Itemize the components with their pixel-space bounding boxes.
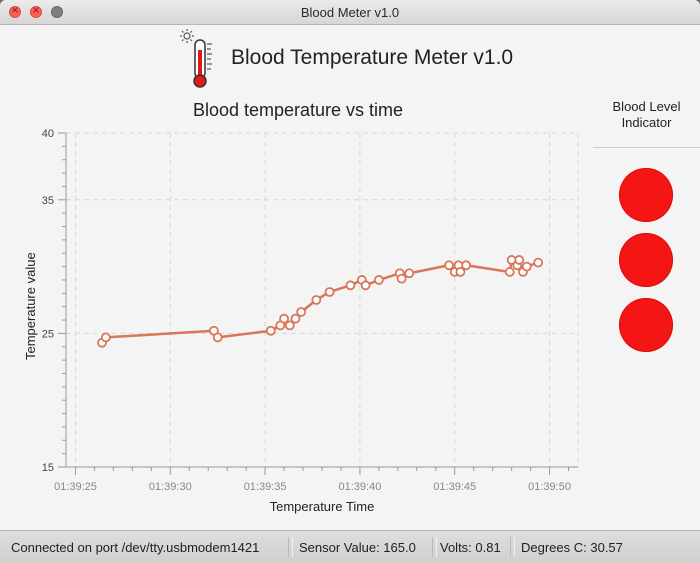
- data-point: [324, 287, 335, 297]
- x-tick-label: 01:39:35: [244, 481, 287, 493]
- status-separator: [510, 537, 515, 557]
- zoom-button[interactable]: [51, 6, 63, 18]
- thermometer-icon: [180, 29, 212, 88]
- connection-status: Connected on port /dev/tty.usbmodem1421: [11, 540, 260, 555]
- title-bar[interactable]: × × Blood Meter v1.0: [0, 0, 700, 25]
- data-point: [311, 295, 322, 305]
- x-axis-label: Temperature Time: [269, 499, 375, 514]
- status-separator: [288, 537, 293, 557]
- data-point: [373, 275, 384, 285]
- close-button[interactable]: ×: [9, 5, 21, 18]
- close-icon: ×: [31, 5, 41, 16]
- data-point: [396, 273, 407, 284]
- data-point: [521, 261, 532, 272]
- chart-title: Blood temperature vs time: [192, 100, 404, 120]
- sensor-value: Sensor Value: 165.0: [299, 540, 416, 555]
- data-point: [284, 320, 295, 331]
- blood-level-indicator-3: [619, 298, 673, 352]
- data-point: [100, 332, 111, 343]
- blood-level-title: Blood Level Indicator: [593, 99, 700, 131]
- volts-value: Volts: 0.81: [440, 540, 501, 555]
- data-point: [290, 313, 301, 324]
- data-point: [533, 257, 544, 268]
- y-tick-label: 35: [42, 195, 54, 207]
- blood-level-indicator-1: [619, 168, 673, 222]
- x-tick-label: 01:39:45: [433, 481, 476, 493]
- blood-level-title-line1: Blood Level: [612, 99, 681, 114]
- temperature-chart: 15 25 35 40 01:39:25 01:39:30 01:39:35 01:39:40…: [42, 128, 579, 493]
- data-point: [404, 268, 415, 279]
- data-point: [444, 260, 454, 271]
- y-tick-label: 15: [42, 462, 54, 474]
- data-point: [514, 255, 525, 265]
- data-point: [212, 332, 223, 343]
- close-icon: ×: [10, 5, 20, 16]
- data-point: [296, 307, 307, 317]
- y-tick-label: 25: [42, 328, 54, 340]
- data-point: [461, 260, 472, 271]
- degrees-value: Degrees C: 30.57: [521, 540, 623, 555]
- x-tick-label: 01:39:40: [339, 481, 382, 493]
- y-tick-label: 40: [42, 128, 54, 140]
- data-point: [265, 325, 276, 336]
- status-separator: [432, 537, 437, 557]
- data-point: [345, 280, 356, 291]
- data-point: [279, 313, 289, 324]
- status-bar: Connected on port /dev/tty.usbmodem1421 …: [0, 530, 700, 563]
- data-point: [504, 267, 515, 277]
- side-divider: [593, 147, 700, 148]
- x-tick-label: 01:39:50: [528, 481, 571, 493]
- y-axis-label: Temperature value: [23, 252, 38, 360]
- blood-level-indicator-2: [619, 233, 673, 287]
- blood-level-title-line2: Indicator: [621, 115, 672, 130]
- sun-icon: [180, 29, 194, 43]
- window-title: Blood Meter v1.0: [300, 5, 400, 20]
- x-tick-label: 01:39:25: [54, 481, 97, 493]
- app-title: Blood Temperature Meter v1.0: [231, 46, 514, 69]
- x-tick-label: 01:39:30: [149, 481, 192, 493]
- data-point: [455, 267, 466, 277]
- data-point: [360, 280, 371, 291]
- minimize-button[interactable]: ×: [30, 5, 42, 18]
